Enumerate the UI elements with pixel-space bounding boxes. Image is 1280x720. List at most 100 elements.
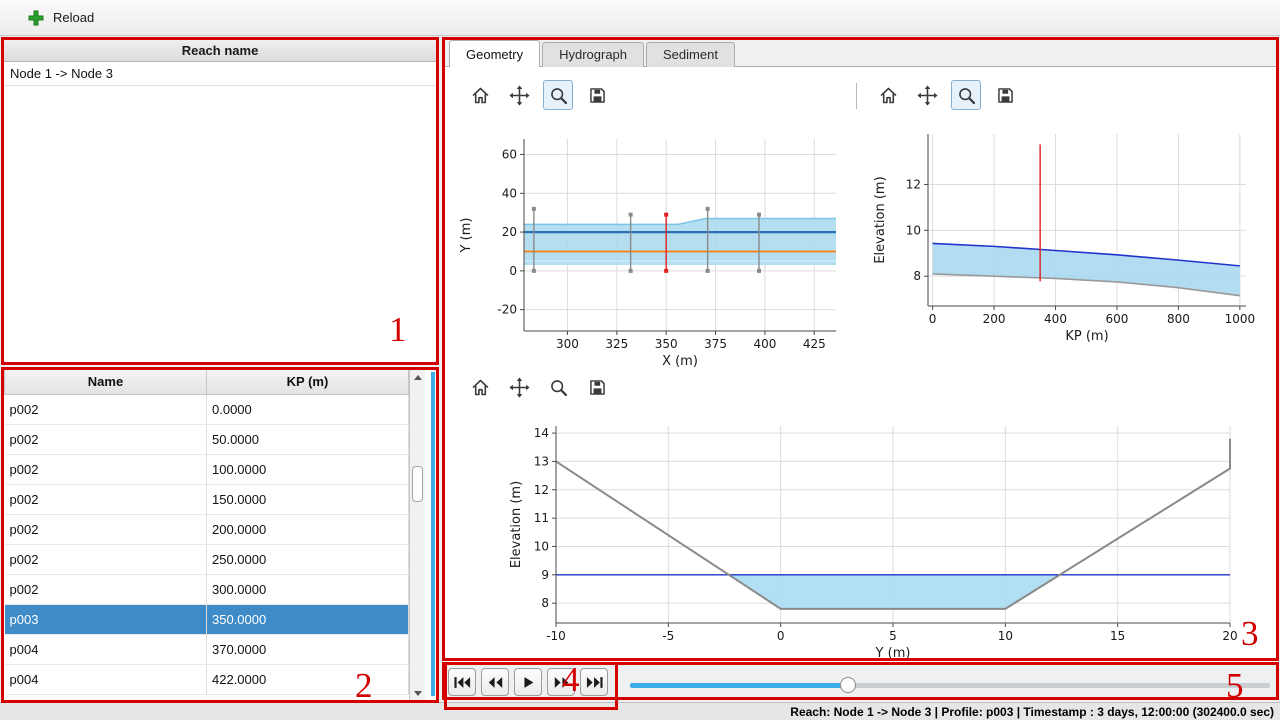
- column-header[interactable]: KP (m): [206, 370, 409, 395]
- save-icon: [589, 379, 605, 395]
- reach-list-header: Reach name: [4, 40, 436, 62]
- profile-kp-cell[interactable]: 100.0000: [206, 454, 409, 485]
- table-row[interactable]: p002 300.0000: [4, 574, 409, 605]
- zoom-button[interactable]: [951, 80, 981, 110]
- zoom-button[interactable]: [543, 80, 573, 110]
- profile-name-cell[interactable]: p002: [4, 454, 207, 485]
- svg-text:10: 10: [906, 223, 921, 237]
- scroll-up-button[interactable]: [410, 370, 425, 384]
- svg-text:13: 13: [534, 454, 549, 468]
- zoom-button[interactable]: [543, 372, 573, 402]
- svg-text:425: 425: [803, 337, 826, 351]
- svg-text:0: 0: [509, 264, 517, 278]
- pan-icon: [916, 84, 938, 106]
- profile-name-cell[interactable]: p004: [4, 664, 207, 695]
- table-row[interactable]: p002 50.0000: [4, 424, 409, 455]
- profile-kp-cell[interactable]: 350.0000: [206, 604, 409, 635]
- pan-icon: [508, 376, 530, 398]
- profile-kp-cell[interactable]: 200.0000: [206, 514, 409, 545]
- time-slider-handle[interactable]: [839, 677, 856, 693]
- zoom-icon: [550, 87, 567, 104]
- profile-name-cell[interactable]: p004: [4, 634, 207, 665]
- status-bar: Reach: Node 1 -> Node 3 | Profile: p003 …: [0, 702, 1280, 720]
- save-button[interactable]: [582, 372, 612, 402]
- profile-name-cell[interactable]: p002: [4, 544, 207, 575]
- svg-text:300: 300: [556, 337, 579, 351]
- fast-forward-button[interactable]: [547, 668, 575, 696]
- column-header[interactable]: Name: [4, 370, 207, 395]
- tab-geometry[interactable]: Geometry: [449, 40, 541, 67]
- fast-forward-icon: [554, 676, 568, 688]
- svg-text:Elevation (m): Elevation (m): [509, 481, 524, 568]
- svg-text:X (m): X (m): [662, 354, 698, 369]
- profile-name-cell[interactable]: p002: [4, 484, 207, 515]
- profile-name-cell[interactable]: p002: [4, 514, 207, 545]
- reach-list-item[interactable]: Node 1 -> Node 3: [4, 62, 436, 86]
- time-slider-groove[interactable]: [630, 683, 1270, 688]
- svg-text:375: 375: [704, 337, 727, 351]
- longitudinal-profile-plot[interactable]: 0 200 400 600 800 1000 8 10 12 KP (m) Elevation (m…: [862, 117, 1274, 357]
- skip-end-button[interactable]: [580, 668, 608, 696]
- zoom-icon: [550, 379, 567, 396]
- scroll-down-button[interactable]: [410, 686, 425, 700]
- table-row[interactable]: p002 150.0000: [4, 484, 409, 515]
- svg-text:9: 9: [541, 568, 549, 582]
- svg-text:15: 15: [1110, 629, 1125, 643]
- svg-text:5: 5: [889, 629, 897, 643]
- status-text: Reach: Node 1 -> Node 3 | Profile: p003 …: [790, 704, 1274, 719]
- profile-name-cell[interactable]: p002: [4, 424, 207, 455]
- pan-button[interactable]: [504, 372, 534, 402]
- svg-text:40: 40: [502, 186, 517, 200]
- vertical-scrollbar[interactable]: [409, 370, 425, 700]
- table-row[interactable]: p003 350.0000: [4, 604, 409, 635]
- scrollbar-thumb[interactable]: [412, 466, 423, 502]
- tab-sediment[interactable]: Sediment: [646, 42, 735, 67]
- table-row[interactable]: p004 422.0000: [4, 664, 409, 695]
- profile-name-cell[interactable]: p003: [4, 604, 207, 635]
- reload-button[interactable]: Reload: [20, 6, 102, 30]
- pan-button[interactable]: [912, 80, 942, 110]
- playback-controls: [443, 663, 1280, 702]
- reach-list-panel: Reach name Node 1 -> Node 3: [3, 39, 437, 363]
- svg-text:200: 200: [983, 312, 1006, 326]
- home-button[interactable]: [465, 80, 495, 110]
- toolbar-separator: [856, 83, 857, 109]
- svg-text:400: 400: [1044, 312, 1067, 326]
- svg-text:800: 800: [1167, 312, 1190, 326]
- rewind-icon: [488, 676, 502, 688]
- rewind-button[interactable]: [481, 668, 509, 696]
- down-arrow-icon: [413, 690, 422, 696]
- profile-kp-cell[interactable]: 250.0000: [206, 544, 409, 575]
- pan-button[interactable]: [504, 80, 534, 110]
- profile-name-cell[interactable]: p002: [4, 394, 207, 425]
- profile-table-panel: Name KP (m) p002 0.0000 p002 50.0000 p002 100.…: [3, 369, 437, 701]
- home-button[interactable]: [465, 372, 495, 402]
- profile-kp-cell[interactable]: 422.0000: [206, 664, 409, 695]
- skip-start-button[interactable]: [448, 668, 476, 696]
- home-button[interactable]: [873, 80, 903, 110]
- table-row[interactable]: p002 100.0000: [4, 454, 409, 485]
- svg-text:Y (m): Y (m): [459, 218, 474, 254]
- table-row[interactable]: p002 200.0000: [4, 514, 409, 545]
- profile-kp-cell[interactable]: 0.0000: [206, 394, 409, 425]
- profile-kp-cell[interactable]: 300.0000: [206, 574, 409, 605]
- cross-section-plot[interactable]: -10 -5 0 5 10 15 20 8 9 10 11 12 13 14 Y (m) Elevation …: [450, 409, 1274, 661]
- profile-kp-cell[interactable]: 150.0000: [206, 484, 409, 515]
- profile-kp-cell[interactable]: 370.0000: [206, 634, 409, 665]
- reload-label: Reload: [53, 10, 95, 25]
- tab-hydrograph[interactable]: Hydrograph: [542, 42, 645, 67]
- table-row[interactable]: p002 0.0000: [4, 394, 409, 425]
- plan-view-plot[interactable]: 300 325 350 375 400 425 -20 0 20 40 60 X (m) Y (m): [450, 117, 856, 369]
- profile-table-header: Name KP (m): [4, 370, 409, 395]
- profile-kp-cell[interactable]: 50.0000: [206, 424, 409, 455]
- svg-text:0: 0: [929, 312, 937, 326]
- table-row[interactable]: p004 370.0000: [4, 634, 409, 665]
- play-button[interactable]: [514, 668, 542, 696]
- profile-name-cell[interactable]: p002: [4, 574, 207, 605]
- accent-scroll-strip: [431, 372, 435, 696]
- table-row[interactable]: p002 250.0000: [4, 544, 409, 575]
- save-button[interactable]: [582, 80, 612, 110]
- save-button[interactable]: [990, 80, 1020, 110]
- time-slider[interactable]: [630, 675, 1270, 693]
